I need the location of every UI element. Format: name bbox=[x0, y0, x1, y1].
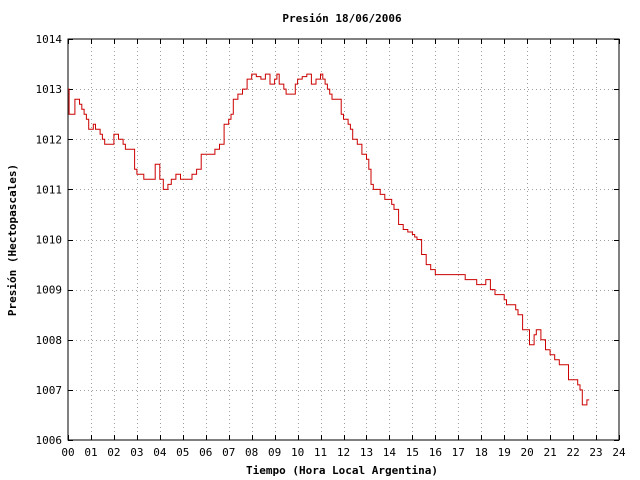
x-tick-label: 01 bbox=[84, 446, 97, 459]
x-tick-label: 07 bbox=[222, 446, 235, 459]
y-tick-label: 1012 bbox=[36, 133, 63, 146]
x-tick-label: 22 bbox=[566, 446, 579, 459]
x-tick-label: 03 bbox=[130, 446, 143, 459]
x-tick-label: 02 bbox=[107, 446, 120, 459]
x-tick-label: 10 bbox=[291, 446, 304, 459]
x-tick-label: 20 bbox=[521, 446, 534, 459]
x-tick-label: 05 bbox=[176, 446, 189, 459]
x-tick-label: 18 bbox=[475, 446, 488, 459]
y-tick-label: 1010 bbox=[36, 234, 63, 247]
x-tick-label: 24 bbox=[612, 446, 626, 459]
y-axis-label: Presión (Hectopascales) bbox=[6, 164, 19, 316]
x-axis-ticks: 00 01 02 03 04 05 06 07 08 09 10 11 12 13 14 15 16 17 18 19… bbox=[61, 39, 626, 459]
x-tick-label: 13 bbox=[360, 446, 373, 459]
x-tick-label: 09 bbox=[268, 446, 281, 459]
chart-title: Presión 18/06/2006 bbox=[282, 12, 402, 25]
y-tick-label: 1007 bbox=[36, 384, 63, 397]
y-tick-label: 1011 bbox=[36, 183, 63, 196]
x-tick-label: 04 bbox=[153, 446, 167, 459]
x-tick-label: 12 bbox=[337, 446, 350, 459]
x-tick-label: 17 bbox=[452, 446, 465, 459]
y-tick-label: 1009 bbox=[36, 284, 63, 297]
x-axis-label: Tiempo (Hora Local Argentina) bbox=[246, 464, 438, 477]
y-tick-label: 1014 bbox=[36, 33, 63, 46]
y-tick-label: 1008 bbox=[36, 334, 63, 347]
x-tick-label: 11 bbox=[314, 446, 327, 459]
x-tick-label: 06 bbox=[199, 446, 212, 459]
pressure-series-line bbox=[68, 73, 590, 406]
x-tick-label: 08 bbox=[245, 446, 258, 459]
y-tick-label: 1013 bbox=[36, 83, 63, 96]
series-layer bbox=[68, 73, 590, 406]
x-tick-label: 16 bbox=[429, 446, 442, 459]
grid-lines bbox=[68, 39, 619, 440]
x-tick-label: 00 bbox=[61, 446, 74, 459]
y-tick-label: 1006 bbox=[36, 434, 63, 447]
x-tick-label: 19 bbox=[498, 446, 511, 459]
x-tick-label: 14 bbox=[383, 446, 397, 459]
x-tick-label: 23 bbox=[589, 446, 602, 459]
y-axis-ticks: 1006 1007 1008 1009 1010 1011 1012 1013 1014 bbox=[36, 33, 619, 447]
plot-frame bbox=[67, 38, 620, 441]
x-tick-label: 15 bbox=[406, 446, 419, 459]
x-tick-label: 21 bbox=[544, 446, 557, 459]
